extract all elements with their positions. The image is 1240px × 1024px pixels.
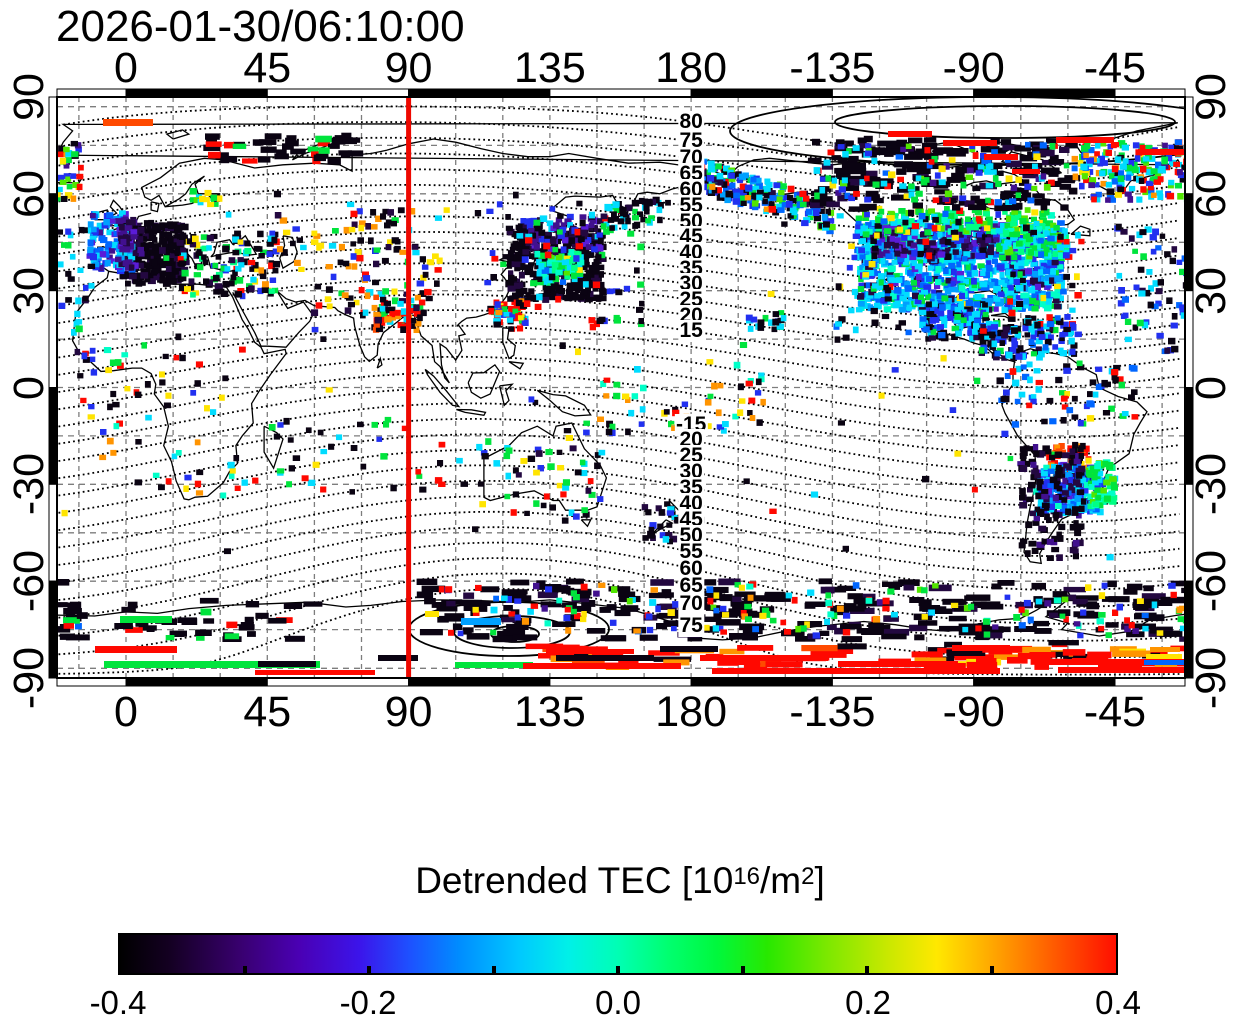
lon-tick-top--135: -135 [789, 44, 876, 92]
map-content [57, 97, 1185, 678]
colorbar-minor-tick [242, 966, 247, 975]
maglat-label-80: 80 [678, 110, 704, 134]
colorbar-title: Detrended TEC [1016/m2] [415, 860, 825, 901]
maglat-label-75: 75 [678, 129, 704, 153]
lon-tick-bottom--45: -45 [1083, 688, 1147, 736]
colorbar-minor-tick [989, 966, 994, 975]
colorbar-exponent: 16 [733, 863, 761, 890]
lat-tick-right-30: 30 [1187, 266, 1235, 315]
maglat-label--65: 65 [678, 573, 704, 597]
colorbar-tick-label--0.2: -0.2 [339, 984, 397, 1021]
meridian-line [406, 97, 412, 678]
maglat-label--70: 70 [678, 592, 704, 616]
lon-tick-bottom--90: -90 [942, 688, 1005, 736]
colorbar-minor-tick [491, 966, 496, 975]
lat-tick-right-60: 60 [1187, 169, 1235, 218]
lat-tick-right--30: -30 [1187, 453, 1235, 516]
lat-tick-left-90: 90 [5, 73, 53, 121]
lat-tick-right-0: 0 [1187, 375, 1235, 400]
lon-tick-top-135: 135 [513, 44, 586, 92]
lat-tick-left--60: -60 [5, 550, 53, 613]
colorbar-minor-tick [616, 966, 620, 975]
lon-tick-top-90: 90 [384, 44, 433, 92]
maglat-label--75: 75 [678, 613, 704, 637]
maglat-label--60: 60 [678, 556, 704, 580]
colorbar-exponent2: 2 [801, 863, 815, 890]
maglat-label-15: 15 [678, 319, 704, 343]
lat-tick-right-90: 90 [1187, 73, 1235, 121]
lon-tick-bottom--135: -135 [789, 688, 876, 736]
timestamp-title: 2026-01-30/06:10:00 [56, 2, 465, 51]
lon-tick-bottom-180: 180 [655, 688, 728, 736]
colorbar-tick-label--0.4: -0.4 [89, 984, 147, 1021]
lon-tick-top-180: 180 [655, 44, 728, 92]
colorbar-tick-label-0.2: 0.2 [845, 984, 891, 1021]
lon-tick-bottom-135: 135 [513, 688, 586, 736]
colorbar-tick-label-0.4: 0.4 [1095, 984, 1141, 1021]
maglat-label--55: 55 [678, 540, 704, 564]
colorbar-minor-tick [367, 966, 371, 975]
lat-tick-left--90: -90 [5, 646, 53, 710]
lon-tick-bottom-45: 45 [243, 688, 292, 736]
lon-tick-top--45: -45 [1083, 44, 1147, 92]
lon-tick-top-45: 45 [243, 44, 292, 92]
colorbar-minor-tick [865, 966, 869, 975]
lat-tick-left-30: 30 [5, 266, 53, 315]
lat-tick-left--30: -30 [5, 453, 53, 516]
lon-tick-top-0: 0 [114, 44, 138, 92]
colorbar-minor-tick [740, 966, 745, 975]
lon-tick-top--90: -90 [942, 44, 1005, 92]
lat-tick-left-0: 0 [5, 375, 53, 400]
lat-tick-right--90: -90 [1187, 646, 1235, 710]
colorbar-tick-label-0.0: 0.0 [595, 984, 641, 1021]
lon-tick-bottom-90: 90 [384, 688, 433, 736]
lon-tick-bottom-0: 0 [114, 688, 138, 736]
lat-tick-right--60: -60 [1187, 550, 1235, 613]
lat-tick-left-60: 60 [5, 169, 53, 218]
